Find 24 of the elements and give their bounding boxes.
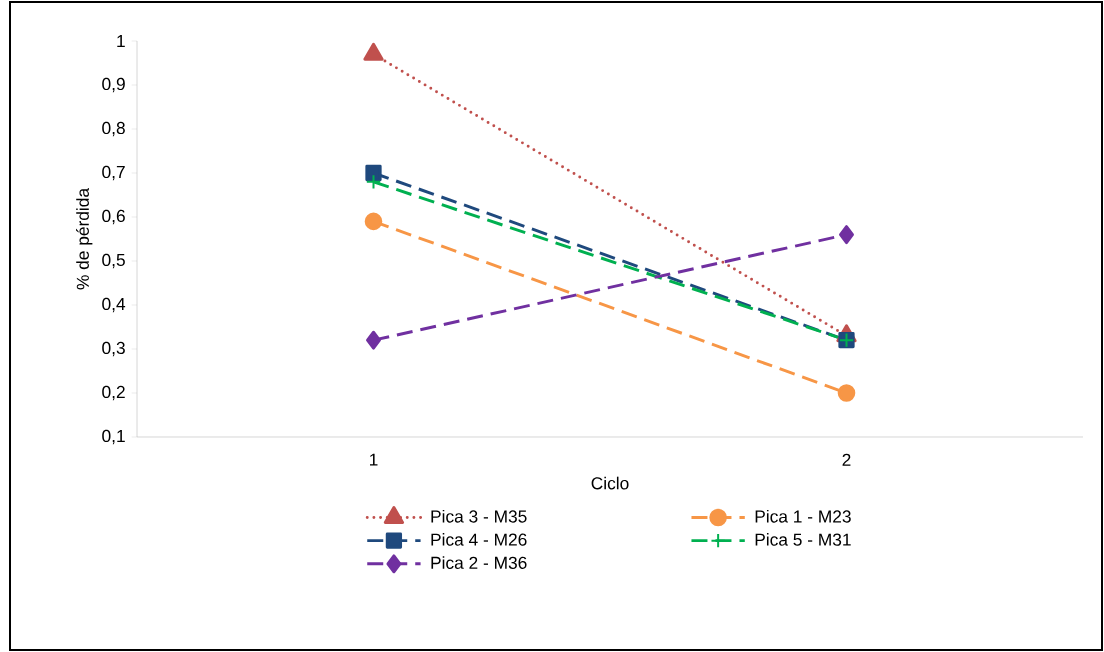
y-tick-label: 0,6 xyxy=(102,209,125,225)
point xyxy=(837,384,856,402)
y-tick-label: 0,3 xyxy=(102,341,125,357)
y-tick-label: 0,8 xyxy=(102,121,125,137)
y-tick-label: 0,1 xyxy=(102,429,125,445)
y-tick-label: 1 xyxy=(117,35,125,47)
y-tick-label: 0,2 xyxy=(102,385,125,401)
legend-label: Pica 4 - M26 xyxy=(431,533,527,546)
point xyxy=(364,212,383,231)
y-tick-label: 0,5 xyxy=(102,253,125,269)
legend-label: Pica 5 - M31 xyxy=(755,533,851,546)
point xyxy=(839,225,854,245)
legend-label: Pica 1 - M23 xyxy=(755,509,851,523)
x-tick-label: 2 xyxy=(842,453,851,466)
y-axis-title: % de pérdida xyxy=(76,187,93,290)
point xyxy=(366,330,381,350)
y-tick-label: 0,7 xyxy=(102,165,125,181)
y-tick-label: 0,4 xyxy=(102,297,126,313)
y-tick-label: 0,9 xyxy=(102,77,125,93)
legend-label: Pica 3 - M35 xyxy=(431,509,527,523)
point xyxy=(365,164,382,182)
x-axis-title: Ciclo xyxy=(591,476,629,490)
point xyxy=(365,174,382,190)
legend-label: Pica 2 - M36 xyxy=(431,556,527,569)
